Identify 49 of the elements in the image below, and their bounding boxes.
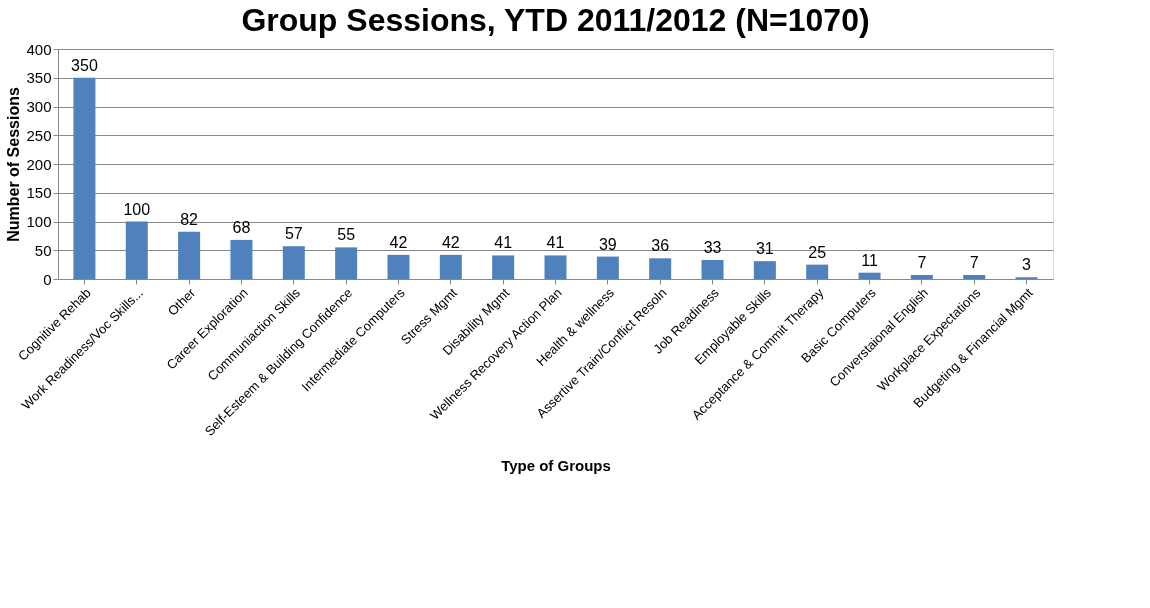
y-tick-label: 100 [26,213,52,230]
data-label: 33 [703,239,722,257]
data-label: 36 [651,237,670,255]
data-label: 41 [494,234,513,252]
bar [492,255,515,279]
bar [596,256,619,279]
data-label: 25 [808,243,827,261]
y-tick-label: 350 [26,69,52,87]
data-label: 68 [232,218,251,236]
data-label: 350 [71,56,98,74]
data-label: 3 [1022,256,1032,274]
bar [753,261,776,279]
bar [73,77,96,279]
y-axis-title: Number of Sessions [5,87,23,242]
x-axis-title: Type of Groups [501,456,611,474]
bar [439,254,462,279]
y-tick-label: 50 [34,241,52,259]
bar [387,254,410,279]
data-label: 41 [546,234,565,252]
bar [230,239,253,279]
data-label: 82 [180,210,199,228]
y-tick-label: 250 [26,126,52,144]
y-tick-label: 0 [43,270,52,288]
bar [806,264,829,279]
bar [858,272,881,279]
data-label: 31 [755,240,774,258]
y-tick-label: 400 [26,40,52,58]
data-label: 7 [917,253,927,271]
bar [178,231,201,279]
data-label: 7 [969,253,979,271]
data-label: 42 [389,233,408,251]
bar [701,260,724,279]
data-label: 39 [598,235,617,253]
bar [910,274,933,279]
bar [544,255,567,279]
data-label: 55 [337,226,356,244]
data-label: 100 [123,200,151,218]
bar [963,274,986,279]
bar [649,258,672,279]
bar [335,247,358,279]
chart-title: Group Sessions, YTD 2011/2012 (N=1070) [241,2,870,38]
bar [125,221,148,279]
y-tick-label: 150 [26,184,52,202]
data-label: 42 [441,233,460,251]
bar [282,246,305,279]
y-tick-label: 200 [26,155,52,173]
data-label: 11 [861,251,878,269]
y-tick-label: 300 [26,98,52,115]
data-label: 57 [284,225,303,243]
